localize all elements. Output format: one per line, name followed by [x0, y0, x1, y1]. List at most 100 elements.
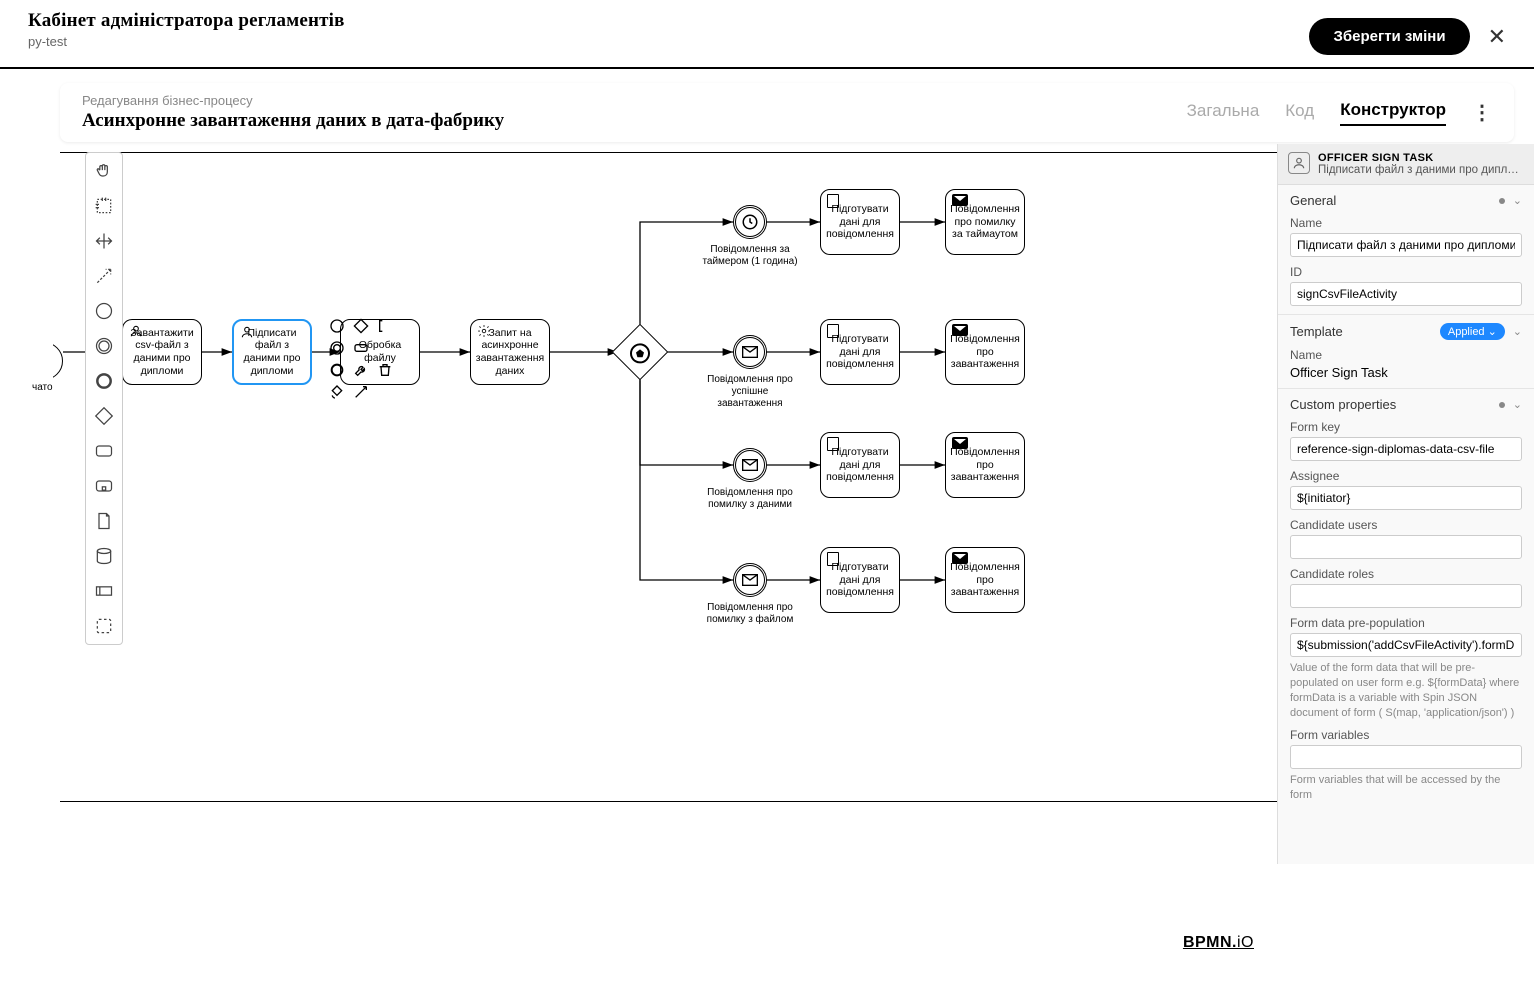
app-title: Кабінет адміністратора регламентів — [28, 10, 345, 32]
label-candusers: Candidate users — [1290, 518, 1522, 532]
task-label: Повідомлення про завантаження — [950, 446, 1020, 484]
task-load-csv[interactable]: Завантажити csv-файл з даними про диплом… — [122, 319, 202, 385]
breadcrumb: Редагування бізнес-процесу — [82, 93, 504, 108]
data-object-icon[interactable] — [92, 509, 116, 533]
tab-code[interactable]: Код — [1285, 101, 1314, 125]
task-async-request[interactable]: Запит на асинхронне завантаження даних — [470, 319, 550, 385]
task-label: Повідомлення про помилку за таймаутом — [950, 203, 1020, 241]
section-custom[interactable]: Custom properties — [1290, 397, 1396, 412]
input-candusers[interactable] — [1290, 535, 1522, 559]
message-event-success[interactable] — [733, 335, 767, 369]
task-prepare-1[interactable]: Підготувати дані для повідомлення — [820, 189, 900, 255]
bpmn-io-logo: BPMN.iO — [1183, 934, 1254, 952]
hint-prepop: Value of the form data that will be pre-… — [1290, 661, 1522, 720]
task-label: Підготувати дані для повідомлення — [825, 446, 895, 484]
connect-tool-icon[interactable] — [92, 264, 116, 288]
input-assignee[interactable] — [1290, 486, 1522, 510]
space-tool-icon[interactable] — [92, 229, 116, 253]
message-event-err-data[interactable] — [733, 448, 767, 482]
task-icon[interactable] — [92, 439, 116, 463]
template-applied-badge: Applied ⌄ — [1440, 323, 1505, 340]
timer-event-label: Повідомлення за таймером (1 година) — [700, 244, 800, 268]
input-name[interactable] — [1290, 233, 1522, 257]
template-name-value: Officer Sign Task — [1290, 365, 1522, 380]
hint-formvars: Form variables that will be accessed by … — [1290, 773, 1522, 803]
timer-event[interactable] — [733, 205, 767, 239]
start-event-label: чато — [32, 382, 53, 393]
bpmn-canvas[interactable]: чато Завантажити csv-файл з даними про д… — [60, 152, 1274, 802]
message-event-label: Повідомлення про помилку з файлом — [700, 602, 800, 626]
label-formvars: Form variables — [1290, 728, 1522, 742]
gateway-icon[interactable] — [92, 404, 116, 428]
task-msg-load-1[interactable]: Повідомлення про завантаження — [945, 319, 1025, 385]
message-event-err-file[interactable] — [733, 563, 767, 597]
process-title: Асинхронне завантаження даних в дата-фаб… — [82, 110, 504, 132]
start-event[interactable] — [25, 342, 63, 380]
more-menu-icon[interactable]: ⋮ — [1472, 100, 1492, 125]
label-formkey: Form key — [1290, 420, 1522, 434]
data-store-icon[interactable] — [92, 544, 116, 568]
ctx-annotation-icon[interactable] — [376, 317, 394, 335]
label-tmpl-name: Name — [1290, 348, 1522, 362]
section-indicator-icon — [1499, 402, 1505, 408]
task-msg-timeout[interactable]: Повідомлення про помилку за таймаутом — [945, 189, 1025, 255]
start-event-icon[interactable] — [92, 299, 116, 323]
chevron-down-icon[interactable]: ⌄ — [1513, 398, 1522, 411]
message-event-label: Повідомлення про успішне завантаження — [700, 374, 800, 410]
task-msg-load-3[interactable]: Повідомлення про завантаження — [945, 547, 1025, 613]
task-label: Підготувати дані для повідомлення — [825, 561, 895, 599]
input-id[interactable] — [1290, 282, 1522, 306]
ctx-gateway-icon[interactable] — [352, 317, 370, 335]
properties-panel: OFFICER SIGN TASK Підписати файл з даним… — [1277, 144, 1534, 864]
label-assignee: Assignee — [1290, 469, 1522, 483]
group-icon[interactable] — [92, 614, 116, 638]
section-indicator-icon — [1499, 198, 1505, 204]
participant-icon[interactable] — [92, 579, 116, 603]
chevron-down-icon[interactable]: ⌄ — [1513, 194, 1522, 207]
task-label: Повідомлення про завантаження — [950, 561, 1020, 599]
ctx-connect-icon[interactable] — [352, 383, 370, 401]
save-button[interactable]: Зберегти зміни — [1309, 18, 1469, 55]
props-header-name: Підписати файл з даними про дипл… — [1318, 164, 1519, 176]
task-sign-file[interactable]: Підписати файл з даними про дипломи — [232, 319, 312, 385]
tab-general[interactable]: Загальна — [1187, 101, 1260, 125]
end-event-icon[interactable] — [92, 369, 116, 393]
context-pad — [328, 317, 396, 401]
lasso-tool-icon[interactable] — [92, 194, 116, 218]
tool-palette — [85, 152, 123, 645]
task-prepare-2[interactable]: Підготувати дані для повідомлення — [820, 319, 900, 385]
section-general[interactable]: General — [1290, 193, 1336, 208]
ctx-trash-icon[interactable] — [376, 361, 394, 379]
task-label: Підготувати дані для повідомлення — [825, 333, 895, 371]
label-prepop: Form data pre-population — [1290, 616, 1522, 630]
input-formvars[interactable] — [1290, 745, 1522, 769]
subprocess-icon[interactable] — [92, 474, 116, 498]
ctx-start-event-icon[interactable] — [328, 317, 346, 335]
props-header-type: OFFICER SIGN TASK — [1318, 152, 1519, 164]
close-icon[interactable]: ✕ — [1488, 24, 1506, 50]
input-prepop[interactable] — [1290, 633, 1522, 657]
input-candroles[interactable] — [1290, 584, 1522, 608]
task-msg-load-2[interactable]: Повідомлення про завантаження — [945, 432, 1025, 498]
input-formkey[interactable] — [1290, 437, 1522, 461]
task-prepare-3[interactable]: Підготувати дані для повідомлення — [820, 432, 900, 498]
label-id: ID — [1290, 265, 1522, 279]
message-event-label: Повідомлення про помилку з даними — [700, 487, 800, 511]
ctx-task-icon[interactable] — [352, 339, 370, 357]
section-template[interactable]: Template — [1290, 324, 1343, 339]
event-gateway[interactable] — [612, 324, 669, 381]
hand-tool-icon[interactable] — [92, 159, 116, 183]
app-subtitle: py-test — [28, 34, 345, 49]
chevron-down-icon[interactable]: ⌄ — [1513, 325, 1522, 338]
label-name: Name — [1290, 216, 1522, 230]
ctx-color-icon[interactable] — [328, 383, 346, 401]
intermediate-event-icon[interactable] — [92, 334, 116, 358]
user-task-type-icon — [1288, 152, 1310, 174]
task-prepare-4[interactable]: Підготувати дані для повідомлення — [820, 547, 900, 613]
task-label: Підготувати дані для повідомлення — [825, 203, 895, 241]
label-candroles: Candidate roles — [1290, 567, 1522, 581]
tab-constructor[interactable]: Конструктор — [1340, 100, 1446, 126]
ctx-intermediate-event-icon[interactable] — [328, 339, 346, 357]
ctx-wrench-icon[interactable] — [352, 361, 370, 379]
ctx-end-event-icon[interactable] — [328, 361, 346, 379]
